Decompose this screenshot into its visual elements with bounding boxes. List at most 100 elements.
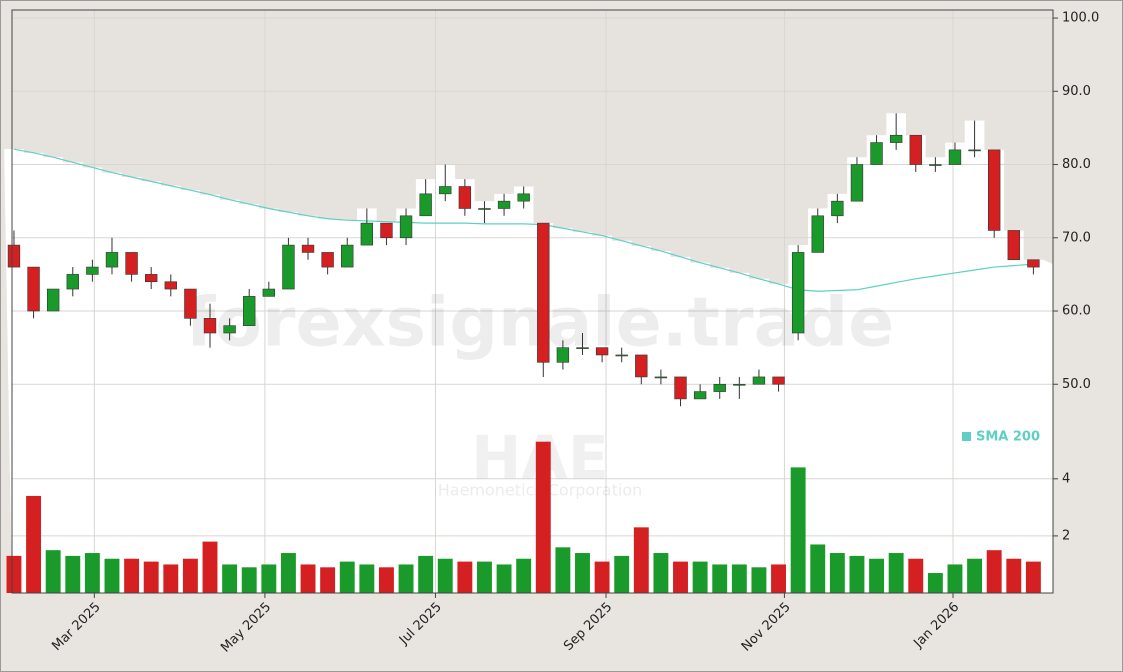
volume-bar [418, 555, 434, 593]
candle-body [27, 266, 40, 312]
candle-body [537, 222, 550, 363]
volume-bar [692, 561, 708, 593]
volume-bar [45, 550, 61, 593]
volume-bar [339, 561, 355, 593]
candle-body [105, 252, 119, 268]
candle-body [419, 193, 432, 217]
volume-bar [575, 553, 590, 593]
volume-bar [829, 553, 845, 593]
candle-body [733, 383, 746, 386]
candle-body [262, 288, 276, 297]
candle-body [909, 134, 922, 165]
volume-bar [653, 553, 669, 593]
volume-bar [26, 495, 42, 593]
candle-body [223, 325, 236, 334]
candle-body [988, 149, 1001, 231]
volume-bar [182, 558, 198, 593]
volume-bar [84, 553, 100, 593]
volume-bar [222, 564, 238, 593]
candle-body [439, 186, 452, 195]
candle-body [929, 164, 942, 166]
candle-body [772, 376, 785, 385]
volume-bar [1025, 561, 1041, 593]
candle-body [713, 383, 726, 392]
candle-body [791, 252, 805, 334]
candle-body [145, 274, 158, 283]
candle-body [184, 288, 197, 319]
volume-bar [633, 527, 649, 593]
volume-bar [712, 564, 728, 593]
volume-bar [986, 550, 1002, 593]
volume-bar [869, 558, 885, 593]
candle-body [203, 318, 217, 334]
y-tick-label: 50.0 [1062, 377, 1091, 392]
candle-body [556, 347, 570, 363]
volume-bar [516, 558, 532, 593]
candle-body [576, 347, 589, 349]
volume-bar [202, 541, 218, 593]
candle-body [674, 376, 687, 400]
volume-bar [771, 564, 786, 593]
candle-body [478, 208, 491, 210]
volume-bar [673, 561, 688, 593]
volume-bar [359, 564, 375, 593]
y-tick-label: 80.0 [1062, 157, 1091, 172]
candle-body [360, 222, 374, 246]
volume-bar [790, 467, 806, 593]
candle-body [635, 354, 648, 378]
candle-body [850, 164, 864, 202]
candle-body [615, 354, 628, 357]
sma-line [13, 148, 1034, 292]
y-tick-label: 60.0 [1062, 304, 1091, 319]
candle-body [164, 281, 177, 290]
candle-body [125, 252, 138, 275]
volume-bar [535, 441, 551, 593]
volume-bar [163, 564, 179, 593]
candle-body [831, 200, 844, 217]
candle-body [341, 244, 354, 268]
candle-body [458, 186, 472, 209]
volume-bar [477, 561, 492, 593]
volume-bar [320, 567, 336, 593]
candle-body [243, 296, 256, 326]
volume-bar [751, 567, 767, 593]
volume-bar [300, 564, 316, 593]
volume-bar [849, 555, 865, 593]
candle-body [1027, 259, 1040, 268]
volume-bar [555, 547, 571, 593]
candle-body [282, 244, 295, 290]
volume-bar [496, 564, 512, 593]
volume-bar [967, 558, 983, 593]
volume-bar [280, 553, 296, 593]
candle-body [301, 244, 315, 253]
volume-bar [65, 555, 81, 593]
volume-bar [378, 567, 394, 593]
candle-body [497, 200, 511, 209]
y-tick-label: 70.0 [1062, 230, 1091, 245]
candle-body [889, 134, 903, 143]
volume-bar [947, 564, 963, 593]
volume-bar [927, 573, 943, 593]
volume-bar [241, 567, 257, 593]
candle-body [1007, 230, 1020, 261]
volume-bar [594, 561, 610, 593]
candle-body [654, 376, 668, 379]
volume-bar [908, 558, 924, 593]
candle-body [86, 266, 99, 275]
volume-bar [614, 555, 630, 593]
y-tick-label: 100.0 [1062, 11, 1099, 26]
candle-body [321, 252, 334, 268]
volume-bar [398, 564, 414, 593]
candle-body [968, 149, 981, 152]
volume-bar [104, 558, 120, 593]
volume-bar [143, 561, 159, 593]
candle-body [46, 288, 60, 312]
candle-body [948, 149, 962, 165]
volume-tick-label: 4 [1062, 471, 1070, 486]
legend-label: SMA 200 [976, 430, 1040, 445]
candle-body [811, 215, 824, 253]
volume-bar [437, 558, 453, 593]
candle-body [380, 222, 393, 239]
volume-bar [731, 564, 747, 593]
